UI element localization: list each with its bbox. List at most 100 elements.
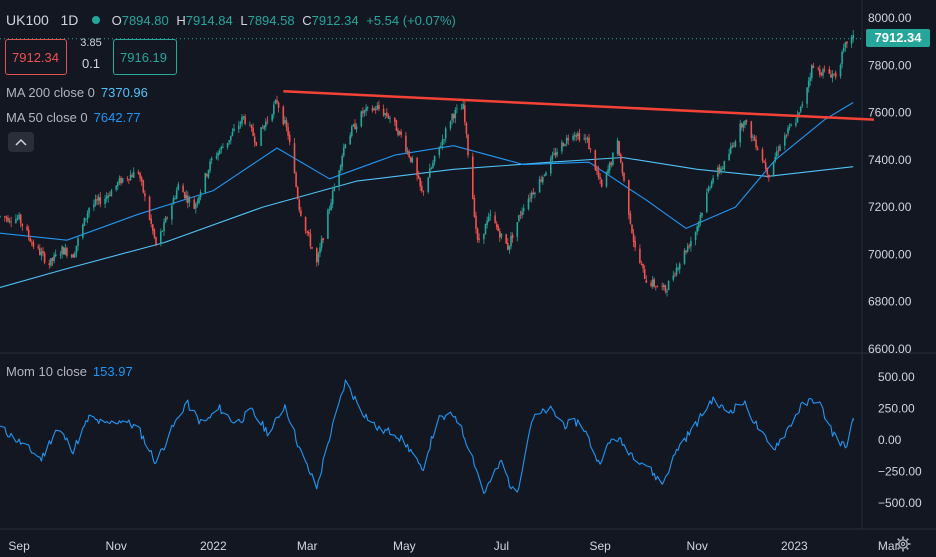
market-open-dot-icon: [91, 16, 100, 24]
candle-body: [522, 208, 525, 211]
candle-body: [96, 199, 98, 201]
candle-body: [282, 106, 285, 125]
candle-body: [683, 250, 686, 264]
candle-body: [779, 146, 781, 151]
candle-body: [567, 138, 570, 141]
candle-body: [244, 116, 246, 124]
trendline-layer[interactable]: [283, 90, 874, 121]
ma200-legend[interactable]: MA 200 close 0 7370.96: [6, 85, 148, 100]
candle-body: [233, 128, 235, 131]
candle-body: [820, 73, 823, 76]
candle-body: [421, 185, 423, 191]
candle-body: [183, 192, 186, 198]
candle-body: [640, 264, 643, 265]
candle-body: [839, 64, 842, 77]
timeframe-label[interactable]: 1D: [60, 12, 79, 28]
candle-body: [0, 216, 1, 217]
candle-body: [161, 230, 164, 232]
candle-body: [717, 167, 719, 177]
candle-body: [287, 127, 289, 136]
candle-body: [487, 216, 490, 221]
buy-button[interactable]: 7916.19: [113, 39, 177, 75]
candle-body: [429, 168, 431, 178]
candle-body: [330, 203, 332, 211]
candles-layer: [0, 30, 854, 297]
quantity-value[interactable]: 0.1: [81, 56, 101, 71]
candle-body: [561, 142, 563, 152]
candle-body: [387, 115, 390, 119]
candle-body: [61, 246, 63, 255]
candle-body: [384, 113, 386, 115]
candle-body: [728, 153, 730, 161]
candle-body: [755, 139, 757, 148]
candle-body: [419, 177, 421, 187]
sell-button[interactable]: 7912.34: [5, 39, 67, 75]
candle-body: [72, 254, 74, 258]
ma50-label: MA 50 close 0: [6, 110, 88, 125]
candle-body: [409, 156, 412, 162]
candle-body: [806, 87, 808, 104]
candle-body: [672, 275, 675, 280]
price-tick-label: 7400.00: [868, 153, 912, 167]
time-tick-label: 2023: [781, 539, 808, 553]
gear-icon[interactable]: [895, 536, 911, 552]
candle-body: [228, 140, 230, 143]
candle-body: [540, 179, 542, 182]
candle-body: [29, 238, 31, 242]
candle-body: [300, 210, 302, 216]
candle-body: [518, 215, 520, 222]
candle-body: [26, 226, 28, 230]
candle-body: [195, 204, 197, 209]
candle-body: [328, 209, 331, 210]
candle-body: [562, 143, 565, 147]
candle-body: [316, 248, 318, 263]
candle-body: [193, 199, 195, 209]
candle-body: [239, 122, 242, 125]
candle-body: [82, 224, 84, 238]
candle-body: [739, 123, 741, 143]
candle-body: [376, 105, 379, 110]
candle-body: [31, 242, 33, 244]
candle-body: [207, 170, 210, 177]
candle-body: [572, 136, 574, 140]
candle-body: [242, 116, 245, 118]
symbol-name[interactable]: UK100: [6, 12, 49, 28]
momentum-legend[interactable]: Mom 10 close 153.97: [6, 364, 133, 379]
candle-body: [801, 104, 804, 106]
candle-body: [495, 223, 498, 227]
candle-body: [462, 104, 464, 109]
candle-body: [588, 137, 590, 150]
momentum-tick-label: −500.00: [878, 496, 922, 510]
candle-body: [432, 162, 434, 168]
ma50-legend[interactable]: MA 50 close 0 7642.77: [6, 110, 141, 125]
candle-body: [599, 176, 601, 179]
candle-body: [397, 130, 399, 136]
candle-body: [115, 185, 117, 190]
candle-body: [405, 135, 407, 152]
candle-body: [605, 171, 608, 187]
candle-body: [284, 120, 286, 124]
candle-body: [39, 248, 41, 255]
candle-body: [70, 255, 73, 257]
candle-body: [175, 190, 178, 199]
candle-body: [467, 134, 469, 156]
collapse-legend-button[interactable]: [8, 132, 34, 152]
candle-body: [578, 132, 581, 141]
candle-body: [623, 172, 625, 181]
candle-body: [253, 136, 256, 143]
candle-body: [451, 114, 453, 121]
candle-body: [174, 197, 176, 199]
candle-body: [634, 240, 636, 248]
candle-body: [231, 132, 234, 136]
candle-body: [5, 216, 8, 219]
candle-body: [85, 218, 87, 220]
candle-body: [678, 263, 681, 270]
candle-body: [277, 102, 280, 108]
resistance-trendline[interactable]: [283, 90, 874, 121]
candle-body: [226, 142, 229, 148]
candle-body: [521, 211, 523, 216]
momentum-tick-label: −250.00: [878, 465, 922, 479]
candle-body: [734, 141, 737, 147]
candle-body: [785, 134, 788, 136]
